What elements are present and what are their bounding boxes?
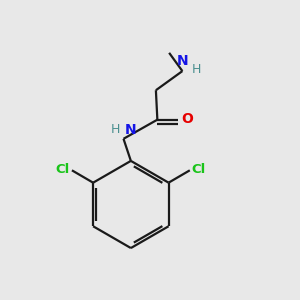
Text: N: N — [177, 54, 188, 68]
Text: O: O — [182, 112, 194, 126]
Text: H: H — [111, 124, 120, 136]
Text: H: H — [192, 63, 201, 76]
Text: Cl: Cl — [56, 163, 70, 176]
Text: N: N — [124, 123, 136, 137]
Text: Cl: Cl — [192, 163, 206, 176]
